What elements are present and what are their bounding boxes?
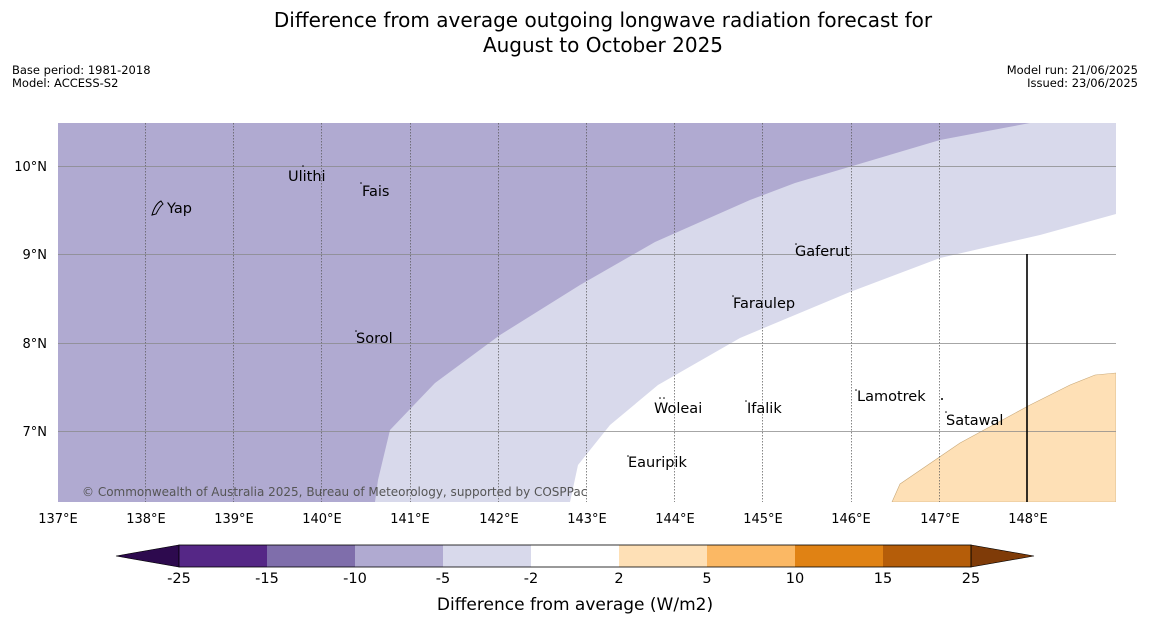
place-label-lamotrek: Lamotrek (857, 389, 926, 405)
colorbar-tick-labels: -25 -15 -10 -5 -2 2 5 10 15 25 (167, 571, 980, 587)
lon-tick-137e: 137°E (38, 512, 78, 527)
colorbar-label: Difference from average (W/m2) (437, 595, 713, 615)
woleai-marker-2 (663, 397, 665, 399)
lat-tick-8n: 8°N (23, 337, 48, 352)
eauripik-marker (627, 455, 629, 457)
lat-tick-9n: 9°N (23, 248, 48, 263)
colorbar: -25 -15 -10 -5 -2 2 5 10 15 25 Differenc… (115, 544, 1035, 615)
anomaly-region-2-to-5 (891, 372, 1116, 502)
colorbar-bin-10-to-15 (795, 545, 883, 567)
anomaly-region-minus2-to-2 (570, 214, 1116, 502)
lon-tick-144e: 144°E (655, 512, 695, 527)
map-title: Difference from average outgoing longwav… (0, 8, 1150, 58)
place-label-ulithi: Ulithi (288, 169, 326, 185)
title-line-2: August to October 2025 (482, 33, 724, 57)
colorbar-tick: 25 (962, 571, 980, 587)
place-label-gaferut: Gaferut (795, 244, 850, 260)
gaferut-marker (795, 243, 797, 245)
lon-tick-138e: 138°E (126, 512, 166, 527)
colorbar-frame (178, 544, 972, 568)
longitude-tick-labels: 137°E 138°E 139°E 140°E 141°E 142°E 143°… (38, 512, 1048, 527)
model-name-text: Model: ACCESS-S2 (12, 76, 119, 90)
colorbar-over-triangle (970, 544, 1035, 568)
lon-tick-146e: 146°E (831, 512, 871, 527)
metadata-right: Model run: 21/06/2025 Issued: 23/06/2025 (1007, 64, 1138, 90)
colorbar-bin-minus5-to-minus2 (443, 545, 531, 567)
colorbar-under-triangle (115, 544, 180, 568)
lat-tick-10n: 10°N (14, 160, 47, 175)
colorbar-tick: 15 (874, 571, 892, 587)
lon-tick-148e: 148°E (1008, 512, 1048, 527)
copyright-credit: © Commonwealth of Australia 2025, Bureau… (82, 485, 587, 499)
satawal-marker (945, 411, 947, 413)
title-line-1: Difference from average outgoing longwav… (273, 8, 933, 32)
place-labels: Yap Ulithi Fais Gaferut Faraulep Sorol W… (166, 169, 1003, 471)
sorol-marker (355, 330, 357, 332)
place-label-satawal: Satawal (946, 413, 1003, 429)
ulithi-marker (302, 165, 304, 167)
lon-tick-145e: 145°E (743, 512, 783, 527)
lon-tick-143e: 143°E (567, 512, 607, 527)
colorbar-bin-minus15-to-minus10 (267, 545, 355, 567)
place-label-ifalik: Ifalik (747, 401, 782, 417)
place-label-yap: Yap (166, 201, 192, 217)
fais-marker (360, 182, 362, 184)
colorbar-tick: -5 (436, 571, 450, 587)
woleai-marker (659, 397, 661, 399)
colorbar-tick: 5 (702, 571, 711, 587)
island-markers (151, 165, 947, 457)
colorbar-tick: -25 (167, 571, 191, 587)
metadata-left: Base period: 1981-2018 Model: ACCESS-S2 (12, 64, 151, 90)
colorbar-bin-2-to-5 (619, 545, 707, 567)
colorbar-tick: 2 (614, 571, 623, 587)
map-area: Yap Ulithi Fais Gaferut Faraulep Sorol W… (58, 123, 1116, 502)
colorbar-bin-minus2-to-2 (531, 545, 619, 567)
colorbar-bin-minus25-to-minus15 (179, 545, 267, 567)
longitude-gridlines (145, 123, 940, 502)
faraulep-marker (732, 295, 734, 297)
latitude-tick-labels: 10°N 9°N 8°N 7°N (14, 160, 47, 440)
base-period-text: Base period: 1981-2018 (12, 63, 151, 77)
island-dot (941, 398, 943, 400)
colorbar-tick: -2 (524, 571, 538, 587)
lon-tick-140e: 140°E (302, 512, 342, 527)
place-label-sorol: Sorol (356, 331, 393, 347)
lon-tick-142e: 142°E (479, 512, 519, 527)
colorbar-bin-5-to-10 (707, 545, 795, 567)
place-label-faraulep: Faraulep (733, 296, 795, 312)
colorbar-bin-15-to-25 (883, 545, 971, 567)
colorbar-tick: -10 (343, 571, 367, 587)
lamotrek-marker (855, 389, 857, 391)
lon-tick-141e: 141°E (390, 512, 430, 527)
colorbar-bin-minus10-to-minus5 (355, 545, 443, 567)
lon-tick-139e: 139°E (214, 512, 254, 527)
place-label-woleai: Woleai (654, 401, 702, 417)
colorbar-tick: -15 (255, 571, 279, 587)
place-label-eauripik: Eauripik (628, 455, 687, 471)
colorbar-tick: 10 (786, 571, 804, 587)
model-run-text: Model run: 21/06/2025 (1006, 63, 1138, 77)
yap-island-outline (151, 200, 164, 216)
place-label-fais: Fais (362, 184, 389, 200)
latitude-gridlines (58, 166, 1116, 432)
lat-tick-7n: 7°N (23, 425, 48, 440)
ifalik-marker (745, 400, 747, 402)
lon-tick-147e: 147°E (920, 512, 960, 527)
issued-date-text: Issued: 23/06/2025 (1027, 76, 1138, 90)
